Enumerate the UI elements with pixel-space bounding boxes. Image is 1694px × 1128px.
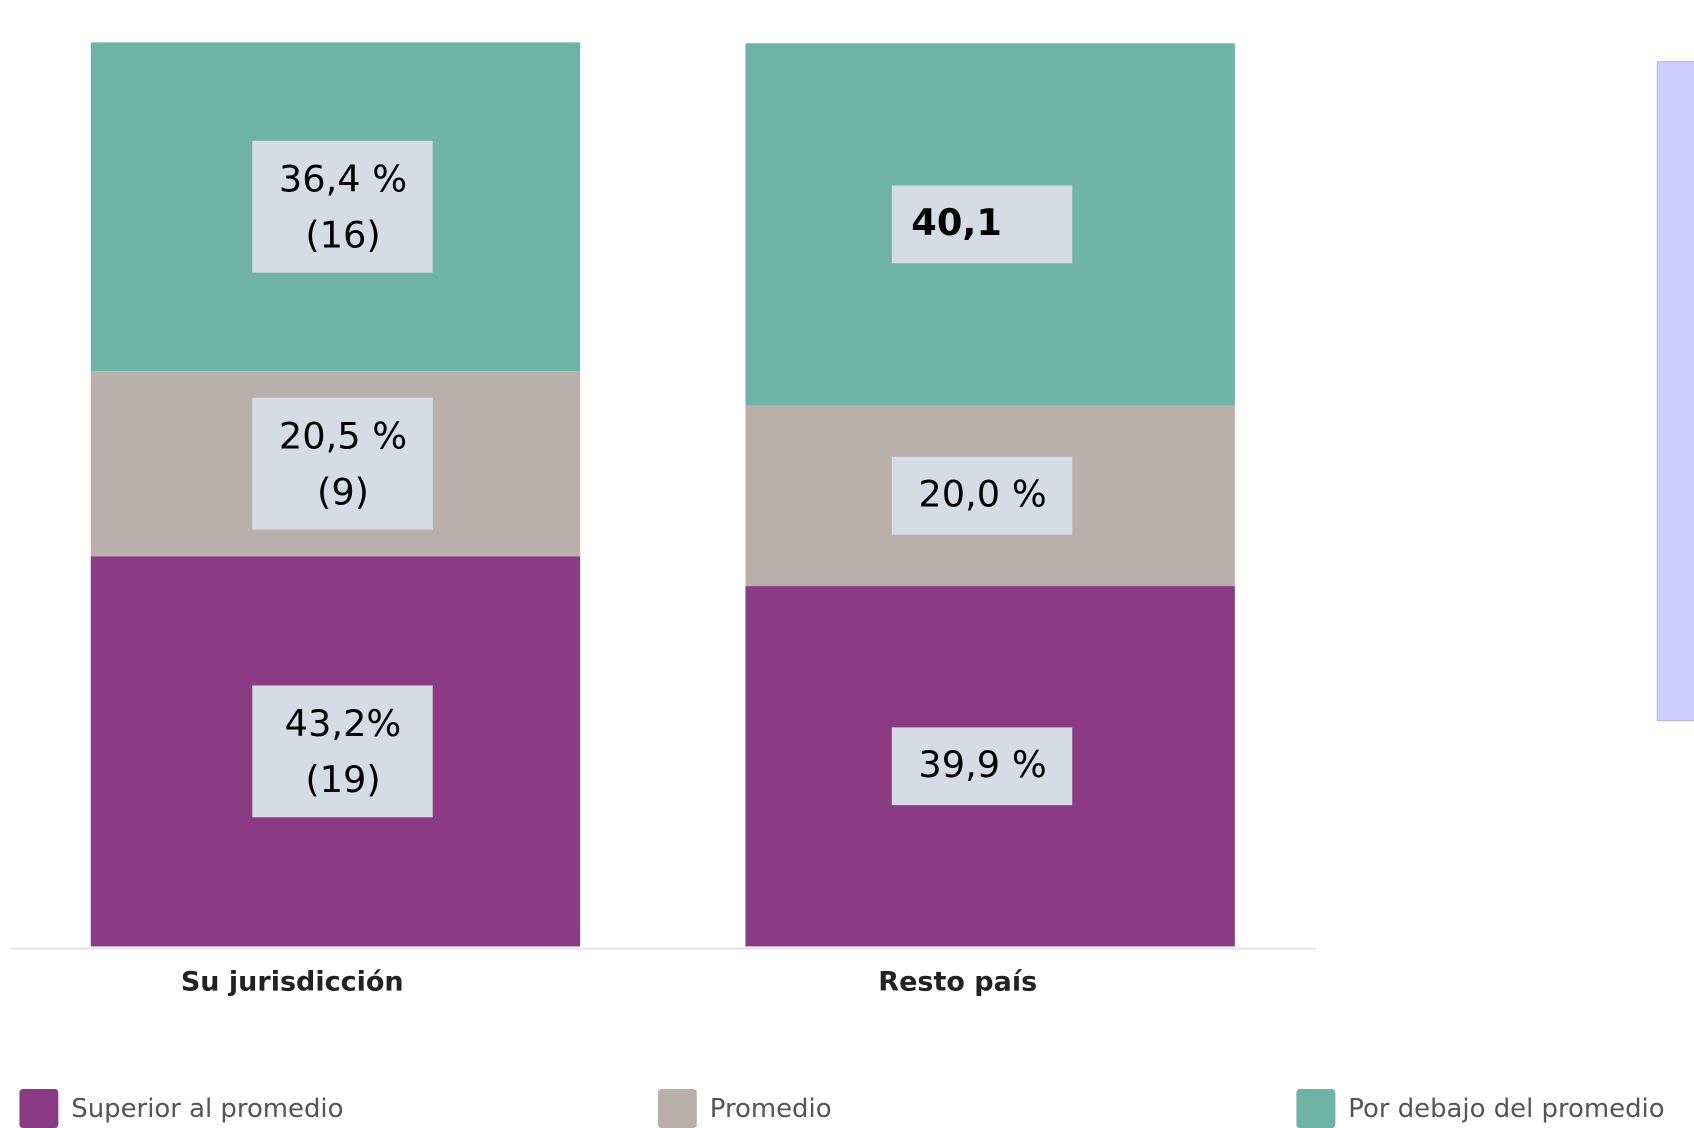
legend-label: Promedio <box>710 1094 832 1124</box>
label-box <box>252 397 433 530</box>
x-tick-label: Resto país <box>878 967 1037 998</box>
count-label: (19) <box>305 758 380 801</box>
value-label: 39,9 % <box>918 743 1046 786</box>
legend-swatch <box>1296 1089 1336 1128</box>
legend-swatch <box>19 1089 59 1128</box>
label-box <box>252 140 433 273</box>
x-tick-label: Su jurisdicción <box>181 967 404 998</box>
label-box <box>252 685 433 818</box>
value-label: 43,2% <box>285 702 402 745</box>
legend-swatch <box>657 1089 697 1128</box>
value-label: 40,1 <box>911 201 1002 244</box>
count-label: (16) <box>305 213 380 256</box>
label-box <box>891 727 1073 806</box>
label-box <box>891 185 1073 264</box>
legend-label: Superior al promedio <box>71 1094 343 1124</box>
side-panel <box>1656 61 1694 722</box>
count-label: (9) <box>317 470 369 513</box>
label-box <box>891 456 1073 535</box>
legend-label: Por debajo del promedio <box>1348 1094 1664 1124</box>
value-label: 20,5 % <box>279 414 407 457</box>
value-label: 20,0 % <box>918 472 1046 515</box>
value-label: 36,4 % <box>279 157 407 200</box>
